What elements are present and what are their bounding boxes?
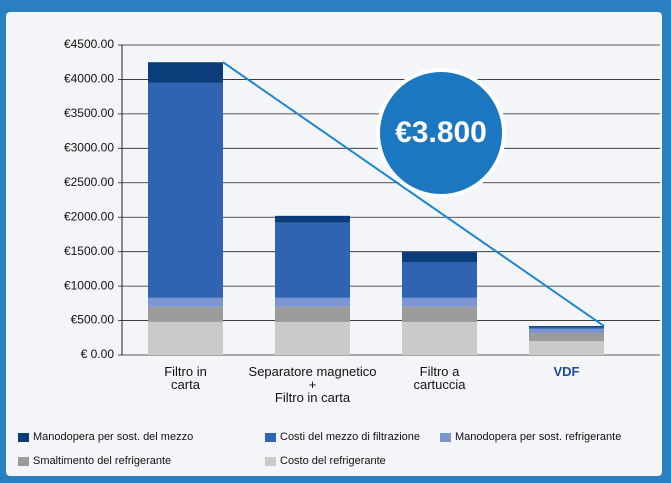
legend-label: Costi del mezzo di filtrazione [280,431,421,443]
legend-item: Manodopera per sost. del mezzo [18,431,193,443]
annotation-badge [376,68,506,198]
y-tick-label: €4500.00 [64,37,114,51]
bar-segment [402,306,477,322]
bar-segment [275,222,350,298]
legend-swatch [18,432,29,442]
legend-swatch [440,432,451,442]
legend-item: Costi del mezzo di filtrazione [265,431,420,443]
connector-line [222,61,605,327]
legend-swatch [265,432,276,442]
bar-segment [275,321,350,355]
bar-segment [402,262,477,298]
legend-item: Costo del refrigerante [265,455,386,467]
legend-item: Manodopera per sost. refrigerante [440,431,621,443]
x-tick-label: Filtro a cartuccia [413,364,466,392]
y-tick-label: €500.00 [71,313,115,327]
bar-segment [148,321,223,355]
bar-segment [529,328,604,333]
y-tick-label: €3000.00 [64,141,114,155]
legend-label: Manodopera per sost. del mezzo [33,431,194,443]
y-tick-label: €3500.00 [64,106,114,120]
bar-segment [529,341,604,355]
y-tick-label: €4000.00 [64,72,114,86]
bar-segment [402,251,477,262]
y-tick-label: €2000.00 [64,209,114,223]
bar-segment [148,306,223,322]
bar-segment [275,297,350,307]
bar-segment [148,62,223,83]
bar-segment [402,321,477,355]
legend-label: Smaltimento del refrigerante [33,455,172,467]
bar-segment [148,297,223,307]
bar-segment [529,326,604,328]
legend-item: Smaltimento del refrigerante [18,455,171,467]
bar-segment [529,327,604,329]
legend-label: Costo del refrigerante [280,455,386,467]
y-tick-label: €1500.00 [64,244,114,258]
legend-label: Manodopera per sost. refrigerante [455,431,622,443]
x-tick-label: VDF [553,364,580,379]
legend-swatch [18,456,29,466]
y-tick-label: €2500.00 [64,175,114,189]
y-tick-label: € 0.00 [81,347,115,361]
annotation-text: €3.800 [395,116,487,149]
bar-segment [148,82,223,298]
bar-segment [275,215,350,223]
bar-segment [402,297,477,307]
x-tick-label: Separatore magnetico + Filtro in carta [248,364,377,405]
bar-segment [275,306,350,322]
bar-segment [529,332,604,342]
y-tick-label: €1000.00 [64,278,114,292]
x-tick-label: Filtro in carta [164,364,207,392]
legend-swatch [265,456,276,466]
